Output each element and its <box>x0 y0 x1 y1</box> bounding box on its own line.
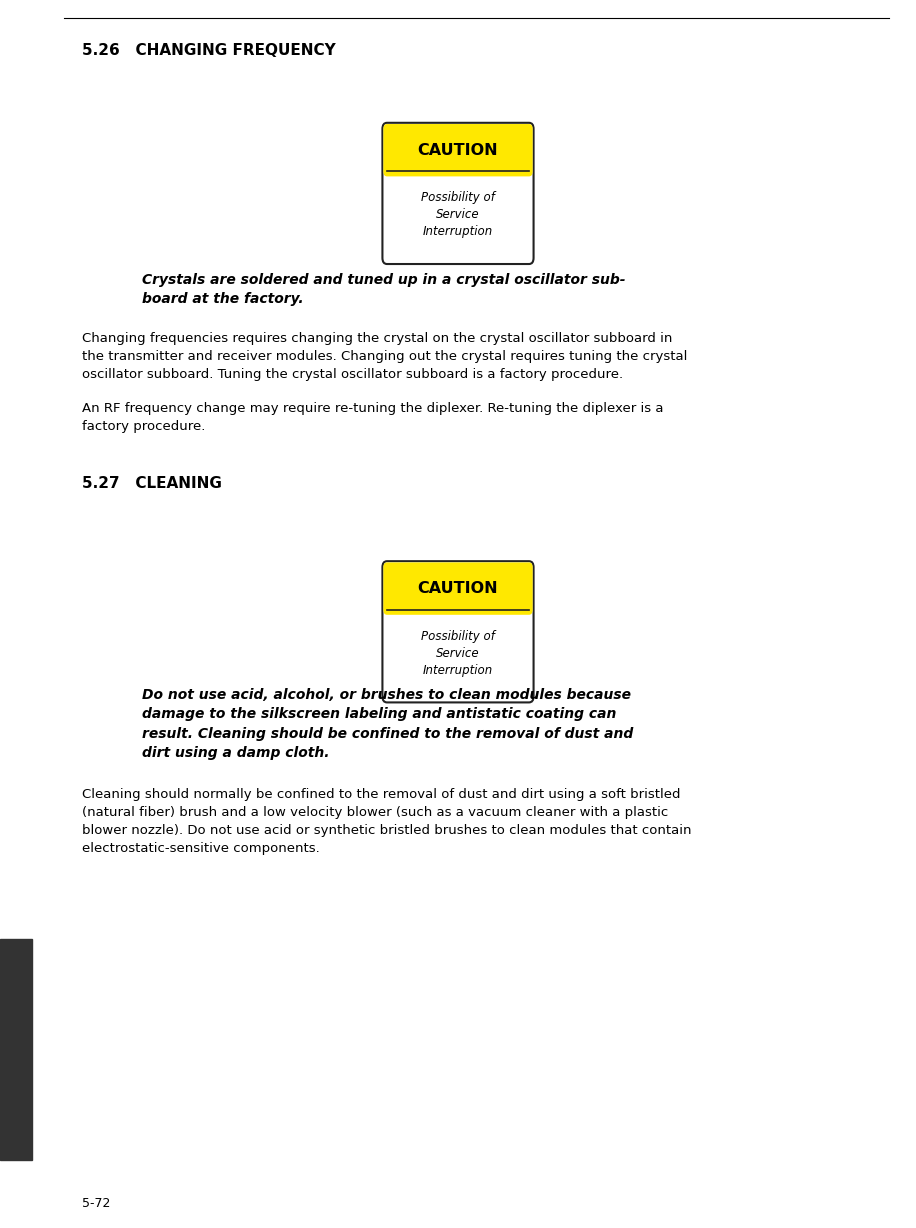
Text: 5-72: 5-72 <box>82 1196 111 1210</box>
FancyBboxPatch shape <box>383 124 533 177</box>
Text: CAUTION: CAUTION <box>418 581 498 596</box>
Text: Possibility of
Service
Interruption: Possibility of Service Interruption <box>421 192 495 238</box>
Text: Cleaning should normally be confined to the removal of dust and dirt using a sof: Cleaning should normally be confined to … <box>82 788 692 856</box>
FancyBboxPatch shape <box>383 123 533 264</box>
Text: Crystals are soldered and tuned up in a crystal oscillator sub-
board at the fac: Crystals are soldered and tuned up in a … <box>142 273 626 306</box>
FancyBboxPatch shape <box>383 562 533 615</box>
Text: CAUTION: CAUTION <box>418 142 498 157</box>
Text: Possibility of
Service
Interruption: Possibility of Service Interruption <box>421 630 495 677</box>
Text: 5.26   CHANGING FREQUENCY: 5.26 CHANGING FREQUENCY <box>82 43 336 58</box>
Bar <box>0 939 32 1160</box>
Text: Changing frequencies requires changing the crystal on the crystal oscillator sub: Changing frequencies requires changing t… <box>82 332 688 381</box>
Text: 5.27   CLEANING: 5.27 CLEANING <box>82 476 223 491</box>
Text: An RF frequency change may require re-tuning the diplexer. Re-tuning the diplexe: An RF frequency change may require re-tu… <box>82 402 664 432</box>
Text: Do not use acid, alcohol, or brushes to clean modules because
damage to the silk: Do not use acid, alcohol, or brushes to … <box>142 688 633 760</box>
FancyBboxPatch shape <box>383 561 533 702</box>
